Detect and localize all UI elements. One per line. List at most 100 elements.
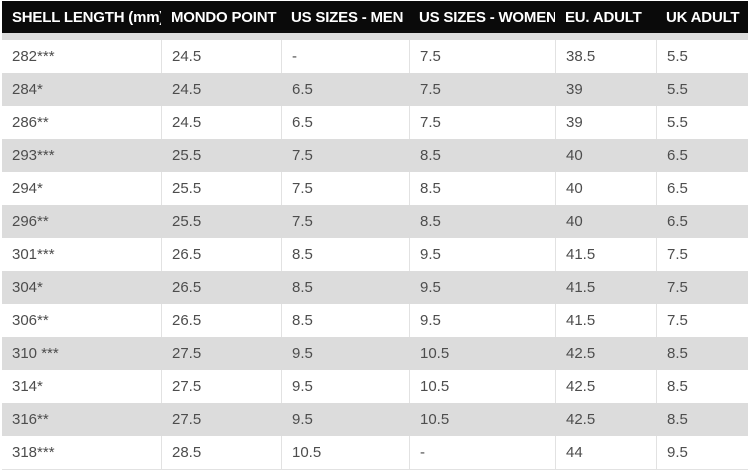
cell-eu-adult: 41.5 — [555, 304, 656, 337]
cell-mondo-point: 27.5 — [161, 370, 281, 403]
cell-uk-adult: 5.5 — [656, 106, 748, 139]
cell-mondo-point: 26.5 — [161, 271, 281, 304]
cell-shell-length-mm: 314* — [2, 370, 161, 403]
cell-us-sizes-women: 9.5 — [409, 238, 555, 271]
cell-us-sizes-men: 10.5 — [281, 436, 409, 470]
cell-us-sizes-women: 7.5 — [409, 73, 555, 106]
cell-us-sizes-women: 8.5 — [409, 205, 555, 238]
cell-mondo-point: 25.5 — [161, 139, 281, 172]
cell-shell-length-mm: 286** — [2, 106, 161, 139]
table-body: 282*** 24.5-7.5 38.5 5.5 284* 24.5 6.5 7.5 39 5.5… — [2, 33, 748, 470]
cell-uk-adult: 6.5 — [656, 139, 748, 172]
cell-shell-length-mm: 282*** — [2, 40, 161, 73]
cell-us-sizes-women: 10.5 — [409, 403, 555, 436]
cell-mondo-point: 26.5 — [161, 238, 281, 271]
cell-shell-length-mm: 304* — [2, 271, 161, 304]
cell-mondo-point: 25.5 — [161, 205, 281, 238]
cell-shell-length-mm: 316** — [2, 403, 161, 436]
column-header-shell-length-mm: SHELL LENGTH (mm) — [2, 1, 161, 33]
table-header: SHELL LENGTH (mm) MONDO POINT US SIZES - M… — [2, 1, 748, 33]
cell-mondo-point: 26.5 — [161, 304, 281, 337]
cell-eu-adult: 40 — [555, 205, 656, 238]
cell-uk-adult: 5.5 — [656, 40, 748, 73]
table-row: 314* 27.5 9.5 10.5 42.5 8.5 — [2, 370, 748, 403]
cell-eu-adult: 40 — [555, 139, 656, 172]
cell-us-sizes-men: 9.5 — [281, 337, 409, 370]
cell-uk-adult: 5.5 — [656, 73, 748, 106]
cell-mondo-point: 27.5 — [161, 337, 281, 370]
cell-uk-adult: 6.5 — [656, 205, 748, 238]
cell-uk-adult: 7.5 — [656, 271, 748, 304]
cell-uk-adult: 9.5 — [656, 436, 748, 470]
cell-us-sizes-men: 7.5 — [281, 205, 409, 238]
spacer-cell — [2, 33, 748, 40]
table-row: 306** 26.5 8.5 9.5 41.5 7.5 — [2, 304, 748, 337]
cell-eu-adult: 42.5 — [555, 370, 656, 403]
cell-us-sizes-women: 9.5 — [409, 271, 555, 304]
column-header-eu-adult: EU. ADULT — [555, 1, 656, 33]
table-row: 286** 24.5 6.5 7.5 39 5.5 — [2, 106, 748, 139]
cell-eu-adult: 41.5 — [555, 271, 656, 304]
cell-shell-length-mm: 284* — [2, 73, 161, 106]
table-row: 284* 24.5 6.5 7.5 39 5.5 — [2, 73, 748, 106]
cell-eu-adult: 44 — [555, 436, 656, 470]
table-row: 296** 25.5 7.5 8.5 40 6.5 — [2, 205, 748, 238]
cell-us-sizes-men: 7.5 — [281, 172, 409, 205]
cell-shell-length-mm: 318*** — [2, 436, 161, 470]
cell-uk-adult: 8.5 — [656, 337, 748, 370]
cell-shell-length-mm: 293*** — [2, 139, 161, 172]
cell-eu-adult: 40 — [555, 172, 656, 205]
cell-eu-adult: 41.5 — [555, 238, 656, 271]
cell-eu-adult: 42.5 — [555, 337, 656, 370]
cell-us-sizes-men: - — [281, 40, 409, 73]
table-row: 282*** 24.5-7.5 38.5 5.5 — [2, 40, 748, 73]
cell-uk-adult: 7.5 — [656, 304, 748, 337]
cell-us-sizes-women: 10.5 — [409, 337, 555, 370]
cell-us-sizes-men: 9.5 — [281, 403, 409, 436]
cell-eu-adult: 38.5 — [555, 40, 656, 73]
cell-uk-adult: 6.5 — [656, 172, 748, 205]
cell-eu-adult: 39 — [555, 73, 656, 106]
table-row: 293*** 25.5 7.5 8.5 40 6.5 — [2, 139, 748, 172]
table-row: 310 *** 27.5 9.5 10.5 42.5 8.5 — [2, 337, 748, 370]
cell-uk-adult: 8.5 — [656, 403, 748, 436]
cell-uk-adult: 7.5 — [656, 238, 748, 271]
column-header-us-sizes-men: US SIZES - MEN — [281, 1, 409, 33]
column-header-us-sizes-women: US SIZES - WOMEN — [409, 1, 555, 33]
cell-us-sizes-men: 8.5 — [281, 271, 409, 304]
cell-us-sizes-women: 9.5 — [409, 304, 555, 337]
table-row: 301*** 26.5 8.5 9.5 41.5 7.5 — [2, 238, 748, 271]
cell-us-sizes-women: 10.5 — [409, 370, 555, 403]
cell-mondo-point: 27.5 — [161, 403, 281, 436]
column-header-mondo-point: MONDO POINT — [161, 1, 281, 33]
cell-us-sizes-men: 6.5 — [281, 106, 409, 139]
cell-us-sizes-women: - — [409, 436, 555, 470]
cell-us-sizes-men: 7.5 — [281, 139, 409, 172]
cell-us-sizes-women: 7.5 — [409, 40, 555, 73]
column-header-uk-adult: UK ADULT — [656, 1, 748, 33]
cell-us-sizes-women: 8.5 — [409, 139, 555, 172]
cell-mondo-point: 28.5 — [161, 436, 281, 470]
cell-eu-adult: 39 — [555, 106, 656, 139]
cell-uk-adult: 8.5 — [656, 370, 748, 403]
header-row: SHELL LENGTH (mm) MONDO POINT US SIZES - M… — [2, 1, 748, 33]
cell-mondo-point: 24.5 — [161, 106, 281, 139]
cell-us-sizes-men: 8.5 — [281, 304, 409, 337]
table-row: 316** 27.5 9.5 10.5 42.5 8.5 — [2, 403, 748, 436]
table-row: 304* 26.5 8.5 9.5 41.5 7.5 — [2, 271, 748, 304]
cell-mondo-point: 25.5 — [161, 172, 281, 205]
cell-eu-adult: 42.5 — [555, 403, 656, 436]
cell-shell-length-mm: 296** — [2, 205, 161, 238]
cell-shell-length-mm: 310 *** — [2, 337, 161, 370]
cell-mondo-point: 24.5 — [161, 73, 281, 106]
cell-us-sizes-men: 9.5 — [281, 370, 409, 403]
cell-us-sizes-women: 8.5 — [409, 172, 555, 205]
table-row: 318*** 28.5 10.5-44 9.5 — [2, 436, 748, 470]
header-spacer-strip — [2, 33, 748, 40]
cell-us-sizes-women: 7.5 — [409, 106, 555, 139]
cell-shell-length-mm: 294* — [2, 172, 161, 205]
cell-mondo-point: 24.5 — [161, 40, 281, 73]
cell-us-sizes-men: 6.5 — [281, 73, 409, 106]
